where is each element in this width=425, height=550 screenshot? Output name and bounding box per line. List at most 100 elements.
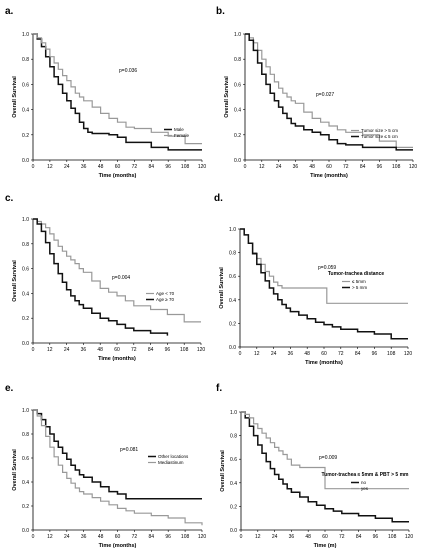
- legend-label: Tumor size ≤ 5 cm: [361, 134, 398, 139]
- x-tick-label: 72: [131, 347, 137, 353]
- x-tick-label: 0: [32, 534, 35, 540]
- y-tick-label: 0.0: [229, 345, 236, 351]
- x-tick-label: 96: [372, 351, 378, 357]
- x-tick-label: 84: [148, 347, 154, 353]
- x-tick-label: 96: [377, 164, 383, 170]
- x-tick-label: 48: [98, 534, 104, 540]
- x-tick-label: 36: [81, 534, 87, 540]
- x-tick-label: 96: [165, 347, 171, 353]
- x-tick-label: 0: [240, 534, 243, 540]
- x-tick-label: 96: [165, 534, 171, 540]
- y-tick-label: 0.4: [22, 108, 29, 114]
- x-tick-label: 108: [388, 534, 397, 540]
- legend-title: Tumor-trachea distance: [328, 271, 385, 277]
- x-tick-label: 12: [47, 164, 53, 170]
- y-tick-label: 0.4: [22, 480, 29, 486]
- x-tick-label: 120: [404, 351, 413, 357]
- x-tick-label: 0: [239, 351, 242, 357]
- x-tick-label: 36: [293, 164, 299, 170]
- y-tick-label: 0.0: [22, 341, 29, 347]
- p-value: p=0.059: [318, 265, 336, 271]
- x-tick-label: 108: [392, 164, 401, 170]
- x-tick-label: 108: [181, 164, 190, 170]
- series-line-1: [245, 33, 413, 148]
- x-tick-label: 120: [409, 164, 418, 170]
- y-tick-label: 0.6: [230, 457, 237, 463]
- x-tick-label: 24: [64, 347, 70, 353]
- series-line-1: [33, 218, 201, 323]
- y-tick-label: 1.0: [234, 32, 241, 38]
- legend-label: > 5 mm: [352, 285, 367, 290]
- y-tick-label: 1.0: [22, 32, 29, 38]
- y-tick-label: 0.2: [22, 133, 29, 139]
- x-tick-label: 96: [373, 534, 379, 540]
- y-tick-label: 0.8: [22, 57, 29, 63]
- legend-label: Male: [174, 127, 184, 132]
- panel-label: b.: [216, 6, 225, 17]
- x-axis-title: Time (months): [99, 543, 137, 549]
- y-tick-label: 0.0: [22, 158, 29, 164]
- legend-label: Tumor size > 5 cm: [361, 128, 398, 133]
- y-axis-title: Overall Survival: [219, 267, 225, 309]
- series-line-1: [33, 33, 202, 151]
- p-value: p=0.081: [120, 447, 138, 453]
- x-axis-title: Time (months): [305, 360, 343, 366]
- p-value: p=0.009: [319, 455, 337, 461]
- x-tick-label: 84: [356, 534, 362, 540]
- x-tick-label: 24: [272, 534, 278, 540]
- y-tick-label: 1.0: [230, 410, 237, 416]
- legend-label: Age < 70: [156, 291, 175, 296]
- x-tick-label: 60: [321, 351, 327, 357]
- x-tick-label: 48: [305, 534, 311, 540]
- legend-label: no: [361, 480, 367, 485]
- y-tick-label: 0.8: [22, 432, 29, 438]
- x-axis-title: Time (months): [310, 173, 348, 179]
- panel-6: f. 0.0 0.2 0.4 0.6 0.8 1.0 0 12 24 36 48 60 72 84 96 108…: [216, 383, 413, 549]
- x-tick-label: 96: [165, 164, 171, 170]
- x-tick-label: 84: [360, 164, 366, 170]
- y-tick-label: 0.2: [22, 316, 29, 322]
- x-tick-label: 12: [255, 534, 261, 540]
- p-value: p=0.004: [112, 275, 130, 281]
- y-tick-label: 0.6: [234, 82, 241, 88]
- y-tick-label: 0.0: [234, 158, 241, 164]
- x-tick-label: 84: [149, 534, 155, 540]
- series-line-2: [33, 33, 202, 145]
- y-tick-label: 0.6: [22, 82, 29, 88]
- y-tick-label: 1.0: [229, 227, 236, 233]
- y-tick-label: 0.6: [229, 274, 236, 280]
- legend-label: Other locations: [158, 454, 189, 459]
- panel-label: c.: [5, 193, 14, 204]
- x-tick-label: 84: [149, 164, 155, 170]
- y-tick-label: 0.8: [234, 57, 241, 63]
- y-tick-label: 0.0: [22, 528, 29, 534]
- panel-3: c. 0.0 0.2 0.4 0.6 0.8 1.0 0 12 24 36 48 60 72 84 96 108…: [5, 193, 205, 362]
- x-axis-title: Time (months): [98, 356, 136, 362]
- x-tick-label: 0: [32, 164, 35, 170]
- x-tick-label: 60: [326, 164, 332, 170]
- x-tick-label: 36: [288, 351, 294, 357]
- panel-label: a.: [5, 6, 14, 17]
- x-tick-label: 120: [198, 534, 207, 540]
- panel-2: b. 0.0 0.2 0.4 0.6 0.8 1.0 0 12 24 36 48 60 72 84 96 108…: [216, 6, 417, 179]
- x-tick-label: 60: [115, 534, 121, 540]
- x-tick-label: 24: [64, 534, 70, 540]
- x-tick-label: 84: [355, 351, 361, 357]
- y-tick-label: 0.4: [229, 298, 236, 304]
- y-tick-label: 0.2: [22, 504, 29, 510]
- x-tick-label: 72: [132, 534, 138, 540]
- p-value: p=0.036: [119, 68, 137, 74]
- legend-title: Tumor-trachea ≤ 5mm & PBT > 5 mm: [322, 472, 410, 478]
- x-axis-title: Time (months): [99, 173, 137, 179]
- x-tick-label: 108: [180, 347, 189, 353]
- x-tick-label: 108: [387, 351, 396, 357]
- series-line-2: [241, 411, 409, 490]
- series-line-2: [33, 409, 203, 526]
- y-tick-label: 1.0: [22, 408, 29, 414]
- x-tick-label: 48: [309, 164, 315, 170]
- x-tick-label: 60: [114, 347, 120, 353]
- x-tick-label: 108: [181, 534, 190, 540]
- x-tick-label: 36: [289, 534, 295, 540]
- panel-label: f.: [216, 383, 222, 394]
